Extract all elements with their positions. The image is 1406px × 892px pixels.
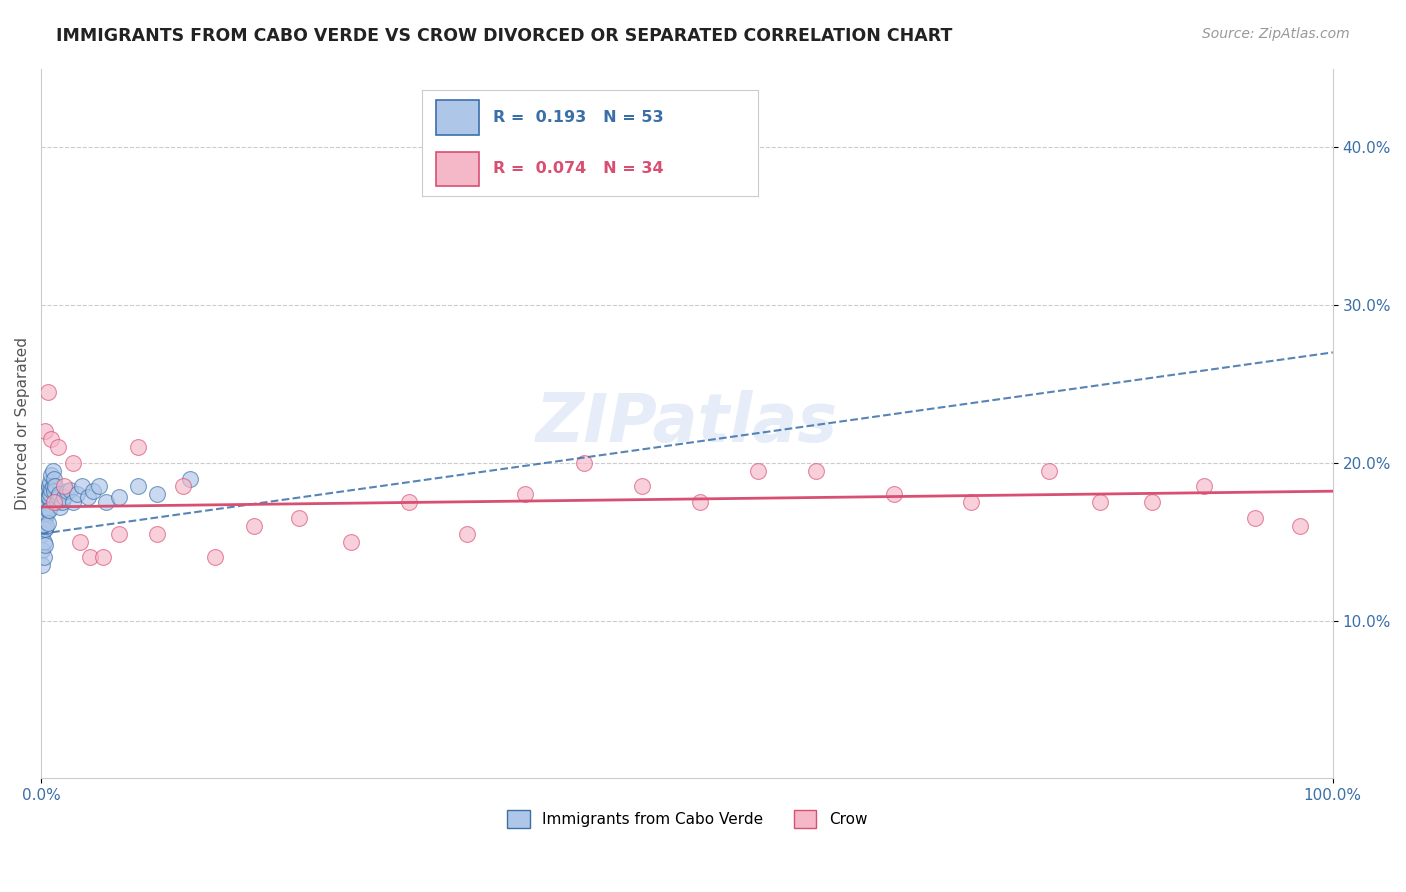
- Point: [53, 491, 76, 505]
- Point: [288, 511, 311, 525]
- Point: [31, 558, 53, 573]
- Point: [42, 472, 65, 486]
- Point: [91, 550, 114, 565]
- Point: [1090, 495, 1112, 509]
- Point: [34, 522, 56, 536]
- Point: [1192, 479, 1215, 493]
- Point: [76, 491, 98, 505]
- Text: IMMIGRANTS FROM CABO VERDE VS CROW DIVORCED OR SEPARATED CORRELATION CHART: IMMIGRANTS FROM CABO VERDE VS CROW DIVOR…: [56, 27, 953, 45]
- Point: [38, 503, 60, 517]
- Point: [204, 550, 226, 565]
- Point: [32, 495, 55, 509]
- Point: [32, 522, 55, 536]
- Point: [34, 491, 56, 505]
- Point: [37, 484, 59, 499]
- Point: [38, 479, 60, 493]
- Point: [89, 479, 111, 493]
- Legend: Immigrants from Cabo Verde, Crow: Immigrants from Cabo Verde, Crow: [501, 804, 873, 834]
- Point: [39, 487, 62, 501]
- Point: [41, 483, 63, 497]
- Point: [456, 526, 478, 541]
- Point: [179, 472, 201, 486]
- Point: [146, 526, 169, 541]
- Point: [747, 464, 769, 478]
- Point: [146, 487, 169, 501]
- Point: [45, 495, 67, 509]
- Text: ZIPatlas: ZIPatlas: [536, 391, 838, 457]
- Y-axis label: Divorced or Separated: Divorced or Separated: [15, 337, 30, 510]
- Point: [107, 491, 129, 505]
- Point: [32, 506, 55, 520]
- Point: [35, 506, 58, 520]
- Point: [32, 550, 55, 565]
- Point: [1038, 464, 1060, 478]
- Point: [66, 487, 89, 501]
- Point: [41, 432, 63, 446]
- Point: [42, 495, 65, 509]
- Point: [883, 487, 905, 501]
- Point: [1289, 519, 1312, 533]
- Point: [34, 511, 56, 525]
- Point: [572, 456, 595, 470]
- Point: [82, 484, 104, 499]
- Point: [39, 475, 62, 489]
- Point: [37, 503, 59, 517]
- Point: [35, 495, 58, 509]
- Point: [56, 484, 79, 499]
- Point: [340, 534, 363, 549]
- Point: [630, 479, 652, 493]
- Point: [31, 542, 53, 557]
- Point: [62, 456, 84, 470]
- Point: [69, 534, 91, 549]
- Point: [127, 479, 149, 493]
- Point: [31, 503, 53, 517]
- Point: [37, 491, 59, 505]
- Point: [243, 519, 266, 533]
- Point: [1244, 511, 1267, 525]
- Point: [37, 384, 59, 399]
- Text: Source: ZipAtlas.com: Source: ZipAtlas.com: [1202, 27, 1350, 41]
- Point: [398, 495, 420, 509]
- Point: [38, 491, 60, 505]
- Point: [172, 479, 194, 493]
- Point: [53, 479, 76, 493]
- Point: [35, 487, 58, 501]
- Point: [46, 491, 69, 505]
- Point: [32, 534, 55, 549]
- Point: [51, 495, 73, 509]
- Point: [62, 495, 84, 509]
- Point: [41, 468, 63, 483]
- Point: [72, 479, 94, 493]
- Point: [37, 516, 59, 530]
- Point: [46, 440, 69, 454]
- Point: [42, 484, 65, 499]
- Point: [1140, 495, 1163, 509]
- Point: [79, 550, 101, 565]
- Point: [42, 464, 65, 478]
- Point: [960, 495, 983, 509]
- Point: [94, 495, 117, 509]
- Point: [44, 479, 66, 493]
- Point: [34, 500, 56, 514]
- Point: [689, 495, 711, 509]
- Point: [35, 519, 58, 533]
- Point: [107, 526, 129, 541]
- Point: [127, 440, 149, 454]
- Point: [42, 479, 65, 493]
- Point: [48, 487, 70, 501]
- Point: [31, 526, 53, 541]
- Point: [804, 464, 827, 478]
- Point: [49, 500, 72, 514]
- Point: [58, 483, 80, 497]
- Point: [515, 487, 537, 501]
- Point: [34, 538, 56, 552]
- Point: [34, 424, 56, 438]
